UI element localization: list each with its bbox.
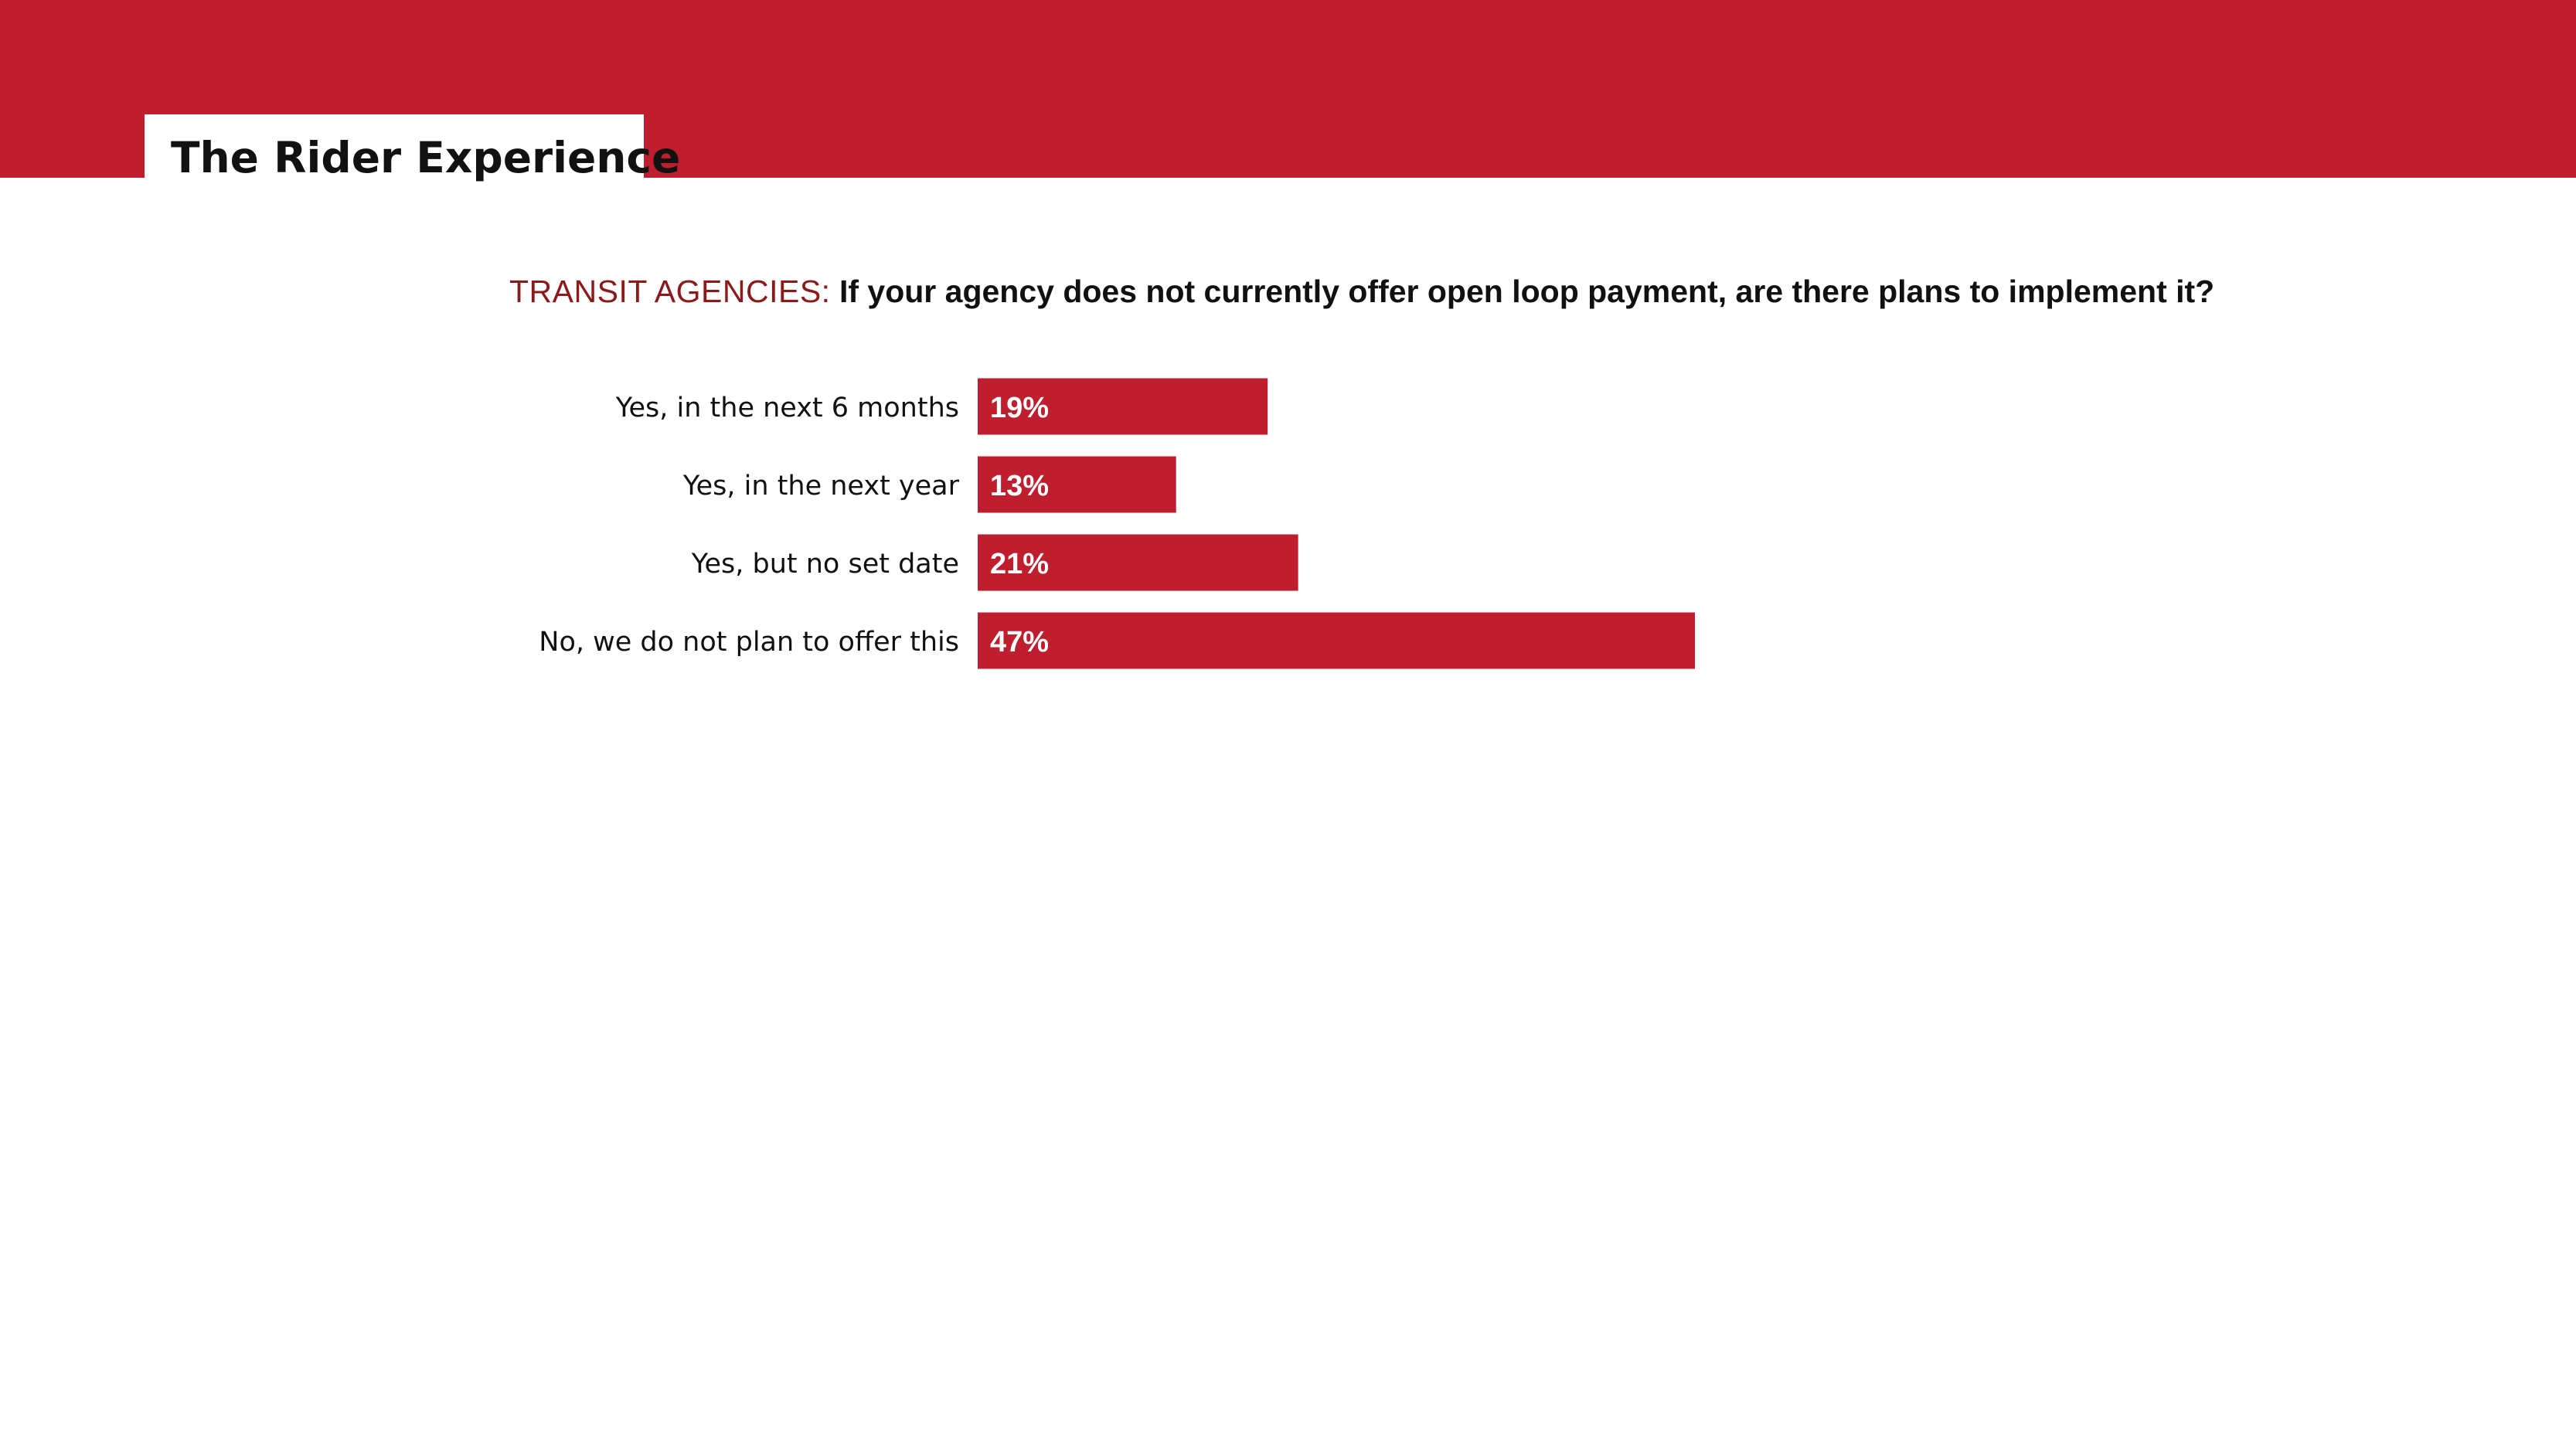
title-tab [145, 114, 644, 192]
bar [978, 456, 1176, 513]
category-label: Yes, but no set date [691, 549, 959, 580]
question-prefix: TRANSIT AGENCIES: [509, 274, 831, 309]
bar-value-label: 13% [990, 470, 1049, 502]
question-text: If your agency does not currently offer … [839, 274, 2215, 309]
bar-value-label: 19% [990, 392, 1049, 424]
bar [978, 612, 1695, 669]
bar-value-label: 47% [990, 626, 1049, 658]
bar [978, 378, 1268, 435]
category-label: Yes, in the next year [682, 471, 960, 502]
bar-value-label: 21% [990, 548, 1049, 580]
chart-question: TRANSIT AGENCIES: If your agency does no… [509, 274, 2214, 310]
bar [978, 534, 1298, 591]
category-label: Yes, in the next 6 months [615, 393, 959, 423]
page-title: The Rider Experience [171, 133, 681, 182]
category-label: No, we do not plan to offer this [539, 627, 959, 658]
